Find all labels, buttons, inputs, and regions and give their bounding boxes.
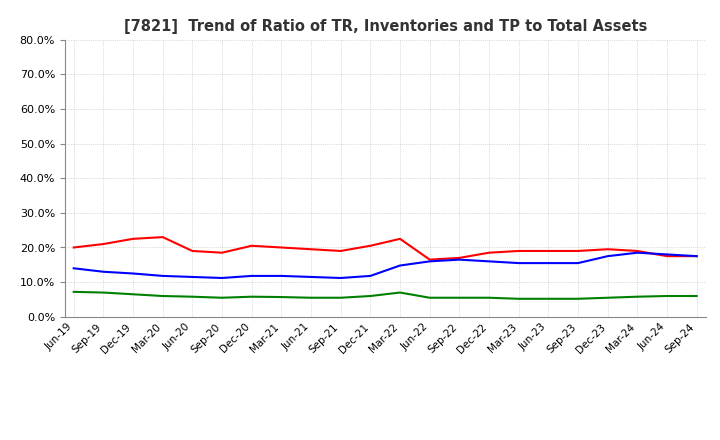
Trade Receivables [248,243,256,249]
Inventories [158,273,167,279]
Trade Payables [158,293,167,299]
Inventories [693,253,701,259]
Trade Receivables [544,248,553,253]
Trade Payables [217,295,226,301]
Trade Payables [396,290,405,295]
Title: [7821]  Trend of Ratio of TR, Inventories and TP to Total Assets: [7821] Trend of Ratio of TR, Inventories… [124,19,647,34]
Inventories [69,266,78,271]
Trade Payables [693,293,701,299]
Trade Payables [248,294,256,299]
Trade Payables [485,295,493,301]
Inventories [396,263,405,268]
Trade Payables [69,289,78,294]
Inventories [277,273,286,279]
Trade Receivables [514,248,523,253]
Line: Trade Receivables: Trade Receivables [73,237,697,260]
Inventories [633,250,642,255]
Trade Receivables [129,236,138,242]
Trade Payables [633,294,642,299]
Inventories [366,273,374,279]
Trade Receivables [188,248,197,253]
Trade Payables [662,293,671,299]
Inventories [455,257,464,262]
Trade Payables [366,293,374,299]
Trade Receivables [158,235,167,240]
Inventories [217,275,226,281]
Trade Payables [129,292,138,297]
Inventories [485,259,493,264]
Trade Payables [514,296,523,301]
Trade Payables [307,295,315,301]
Line: Trade Payables: Trade Payables [73,292,697,299]
Inventories [426,259,434,264]
Trade Receivables [485,250,493,255]
Line: Inventories: Inventories [73,253,697,278]
Trade Payables [99,290,108,295]
Trade Payables [544,296,553,301]
Trade Receivables [693,253,701,259]
Inventories [129,271,138,276]
Trade Receivables [603,246,612,252]
Trade Payables [574,296,582,301]
Trade Payables [603,295,612,301]
Trade Receivables [426,257,434,262]
Trade Receivables [633,248,642,253]
Inventories [544,260,553,266]
Trade Receivables [307,246,315,252]
Inventories [336,275,345,281]
Trade Receivables [69,245,78,250]
Trade Payables [336,295,345,301]
Trade Receivables [366,243,374,249]
Trade Payables [426,295,434,301]
Trade Payables [455,295,464,301]
Inventories [662,252,671,257]
Trade Receivables [396,236,405,242]
Inventories [99,269,108,275]
Trade Payables [277,294,286,300]
Trade Receivables [336,248,345,253]
Trade Receivables [217,250,226,255]
Trade Receivables [99,242,108,247]
Trade Receivables [455,255,464,260]
Trade Receivables [662,253,671,259]
Inventories [574,260,582,266]
Inventories [248,273,256,279]
Inventories [514,260,523,266]
Trade Payables [188,294,197,299]
Inventories [307,274,315,279]
Inventories [188,274,197,279]
Trade Receivables [277,245,286,250]
Trade Receivables [574,248,582,253]
Inventories [603,253,612,259]
